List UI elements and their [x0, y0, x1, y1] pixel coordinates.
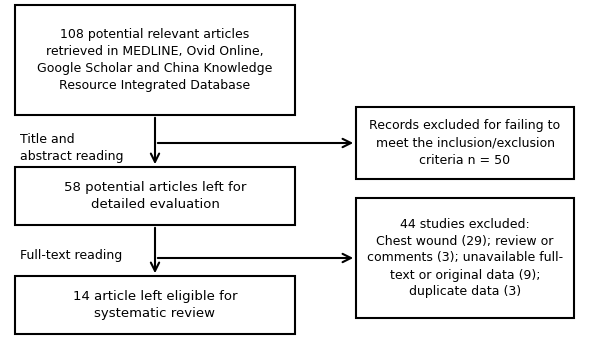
Text: Full-text reading: Full-text reading [20, 249, 122, 261]
Text: Title and
abstract reading: Title and abstract reading [20, 133, 123, 163]
FancyBboxPatch shape [356, 107, 574, 179]
Text: Records excluded for failing to
meet the inclusion/exclusion
criteria n = 50: Records excluded for failing to meet the… [370, 119, 560, 166]
Text: 108 potential relevant articles
retrieved in MEDLINE, Ovid Online,
Google Schola: 108 potential relevant articles retrieve… [37, 28, 273, 92]
Text: 58 potential articles left for
detailed evaluation: 58 potential articles left for detailed … [64, 181, 246, 211]
Text: 44 studies excluded:
Chest wound (29); review or
comments (3); unavailable full-: 44 studies excluded: Chest wound (29); r… [367, 218, 563, 298]
FancyBboxPatch shape [15, 276, 295, 334]
FancyBboxPatch shape [15, 167, 295, 225]
Text: 14 article left eligible for
systematic review: 14 article left eligible for systematic … [73, 290, 237, 320]
FancyBboxPatch shape [15, 5, 295, 115]
FancyBboxPatch shape [356, 198, 574, 318]
